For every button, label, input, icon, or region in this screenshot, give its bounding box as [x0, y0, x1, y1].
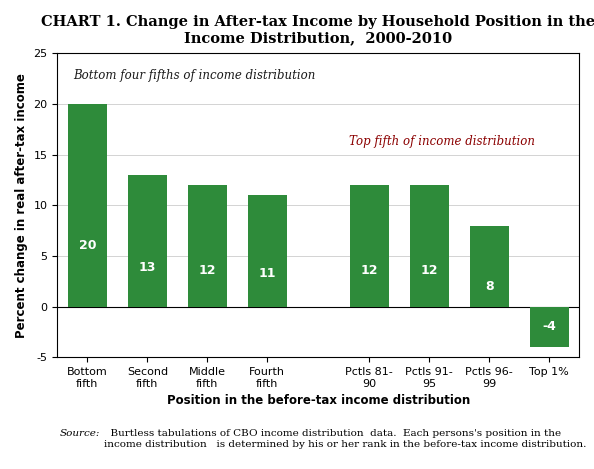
X-axis label: Position in the before-tax income distribution: Position in the before-tax income distri…: [166, 394, 470, 407]
Bar: [128, 175, 167, 307]
Text: Top fifth of income distribution: Top fifth of income distribution: [349, 136, 536, 148]
Text: Burtless tabulations of CBO income distribution  data.  Each persons's position : Burtless tabulations of CBO income distr…: [104, 429, 586, 448]
Text: 8: 8: [485, 280, 494, 293]
Bar: [248, 195, 287, 307]
Bar: [529, 307, 568, 347]
Bar: [68, 104, 107, 307]
Title: CHART 1. Change in After-tax Income by Household Position in the
Income Distribu: CHART 1. Change in After-tax Income by H…: [41, 15, 594, 45]
Text: 12: 12: [198, 264, 216, 277]
Text: -4: -4: [542, 320, 556, 333]
Text: Bottom four fifths of income distribution: Bottom four fifths of income distributio…: [73, 68, 315, 82]
Text: Source:: Source:: [59, 429, 100, 438]
Text: 11: 11: [258, 267, 276, 280]
Text: 13: 13: [138, 261, 156, 273]
Bar: [470, 226, 508, 307]
Bar: [410, 185, 448, 307]
Bar: [350, 185, 388, 307]
Bar: [188, 185, 227, 307]
Text: 12: 12: [361, 264, 378, 277]
Text: 12: 12: [421, 264, 438, 277]
Text: 20: 20: [78, 239, 96, 252]
Y-axis label: Percent change in real after-tax income: Percent change in real after-tax income: [15, 73, 28, 338]
